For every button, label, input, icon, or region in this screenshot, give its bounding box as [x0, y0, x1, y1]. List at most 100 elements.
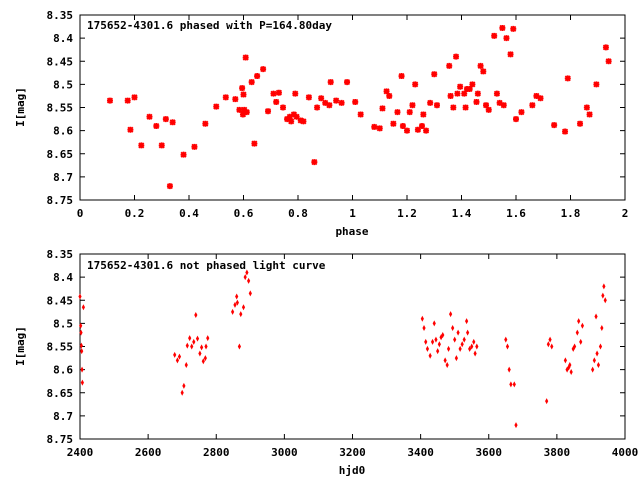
data-point — [297, 117, 304, 124]
data-point — [441, 331, 445, 338]
data-point — [593, 81, 600, 88]
data-point — [462, 336, 466, 343]
data-point — [188, 335, 192, 342]
data-point — [180, 389, 184, 396]
data-point — [222, 94, 229, 101]
data-point — [169, 119, 176, 126]
data-point — [537, 95, 544, 102]
data-point — [594, 313, 598, 320]
data-point — [453, 336, 457, 343]
data-point — [510, 25, 517, 32]
data-point — [127, 126, 134, 133]
data-point — [457, 83, 464, 90]
data-point — [602, 44, 609, 51]
x-tick-label: 0.4 — [179, 207, 199, 220]
data-point — [462, 104, 469, 111]
data-point — [473, 350, 477, 357]
data-point — [595, 350, 599, 357]
data-point — [445, 362, 449, 368]
data-point — [418, 122, 426, 130]
data-point — [514, 422, 518, 429]
data-point — [469, 81, 476, 88]
data-point — [512, 381, 516, 388]
data-point — [182, 382, 186, 389]
data-point — [583, 104, 590, 111]
data-point — [376, 125, 383, 132]
data-point — [601, 292, 605, 299]
data-point — [420, 111, 427, 118]
data-point — [235, 299, 239, 306]
data-point — [577, 120, 584, 127]
data-point — [162, 116, 169, 123]
data-point — [504, 336, 508, 343]
data-point — [545, 398, 549, 405]
data-point — [243, 274, 247, 281]
data-point — [575, 329, 579, 336]
x-tick-label: 2600 — [135, 446, 162, 459]
data-point — [79, 342, 83, 349]
data-point — [550, 343, 554, 350]
y-tick-label: 8.4 — [53, 32, 73, 45]
data-point — [398, 73, 405, 80]
data-point — [245, 269, 249, 276]
data-point — [493, 90, 500, 97]
data-point — [564, 75, 571, 82]
x-tick-label: 0.8 — [288, 207, 308, 220]
data-point — [79, 329, 83, 336]
data-point — [412, 81, 419, 88]
data-point — [449, 311, 453, 318]
data-point — [106, 97, 114, 104]
x-axis-label: phase — [335, 225, 368, 238]
data-point — [460, 341, 464, 348]
data-point — [496, 99, 503, 106]
y-tick-label: 8.5 — [53, 317, 73, 330]
data-point — [562, 128, 569, 135]
data-point — [436, 348, 440, 355]
data-point — [231, 308, 235, 315]
data-point — [406, 109, 413, 116]
data-point — [473, 98, 480, 105]
data-point — [293, 113, 300, 120]
y-tick-label: 8.6 — [53, 364, 73, 377]
data-point — [450, 104, 457, 111]
data-point — [390, 120, 397, 127]
data-point — [275, 89, 282, 96]
data-point — [572, 343, 577, 350]
data-point — [153, 122, 160, 130]
data-point — [200, 344, 204, 351]
y-tick-label: 8.55 — [47, 341, 74, 354]
data-point — [454, 355, 458, 362]
data-point — [431, 71, 438, 78]
x-tick-label: 2800 — [203, 446, 230, 459]
data-point — [233, 301, 237, 308]
data-point — [603, 297, 607, 304]
data-point — [251, 140, 258, 147]
data-point — [468, 345, 472, 352]
data-point — [314, 104, 321, 111]
data-point — [577, 318, 581, 325]
data-point — [458, 345, 462, 352]
phased-light-curve-panel: 175652-4301.6 phased with P=164.80day ph… — [14, 9, 628, 238]
data-point — [434, 336, 438, 343]
data-point — [248, 290, 252, 297]
data-point — [235, 293, 239, 300]
data-point — [533, 92, 540, 99]
data-point — [427, 99, 434, 106]
x-tick-label: 3200 — [339, 446, 366, 459]
y-tick-label: 8.7 — [53, 410, 73, 423]
x-tick-label: 1.4 — [452, 207, 472, 220]
data-point — [432, 320, 436, 327]
data-point — [232, 96, 239, 103]
data-point — [580, 322, 585, 329]
x-tick-label: 3400 — [407, 446, 434, 459]
data-point — [591, 366, 595, 373]
data-point — [284, 116, 291, 123]
data-point — [333, 97, 340, 104]
data-points — [106, 24, 612, 190]
data-point — [357, 111, 364, 118]
data-point — [371, 123, 378, 130]
data-point — [173, 351, 177, 358]
data-point — [465, 318, 469, 325]
axis-ticks: 0 0.2 0.4 0.6 0.8 1 1.2 1.4 1.6 1.8 2 8.35 8.4 8.45 8.… — [47, 9, 629, 220]
y-tick-label: 8.6 — [53, 125, 73, 138]
